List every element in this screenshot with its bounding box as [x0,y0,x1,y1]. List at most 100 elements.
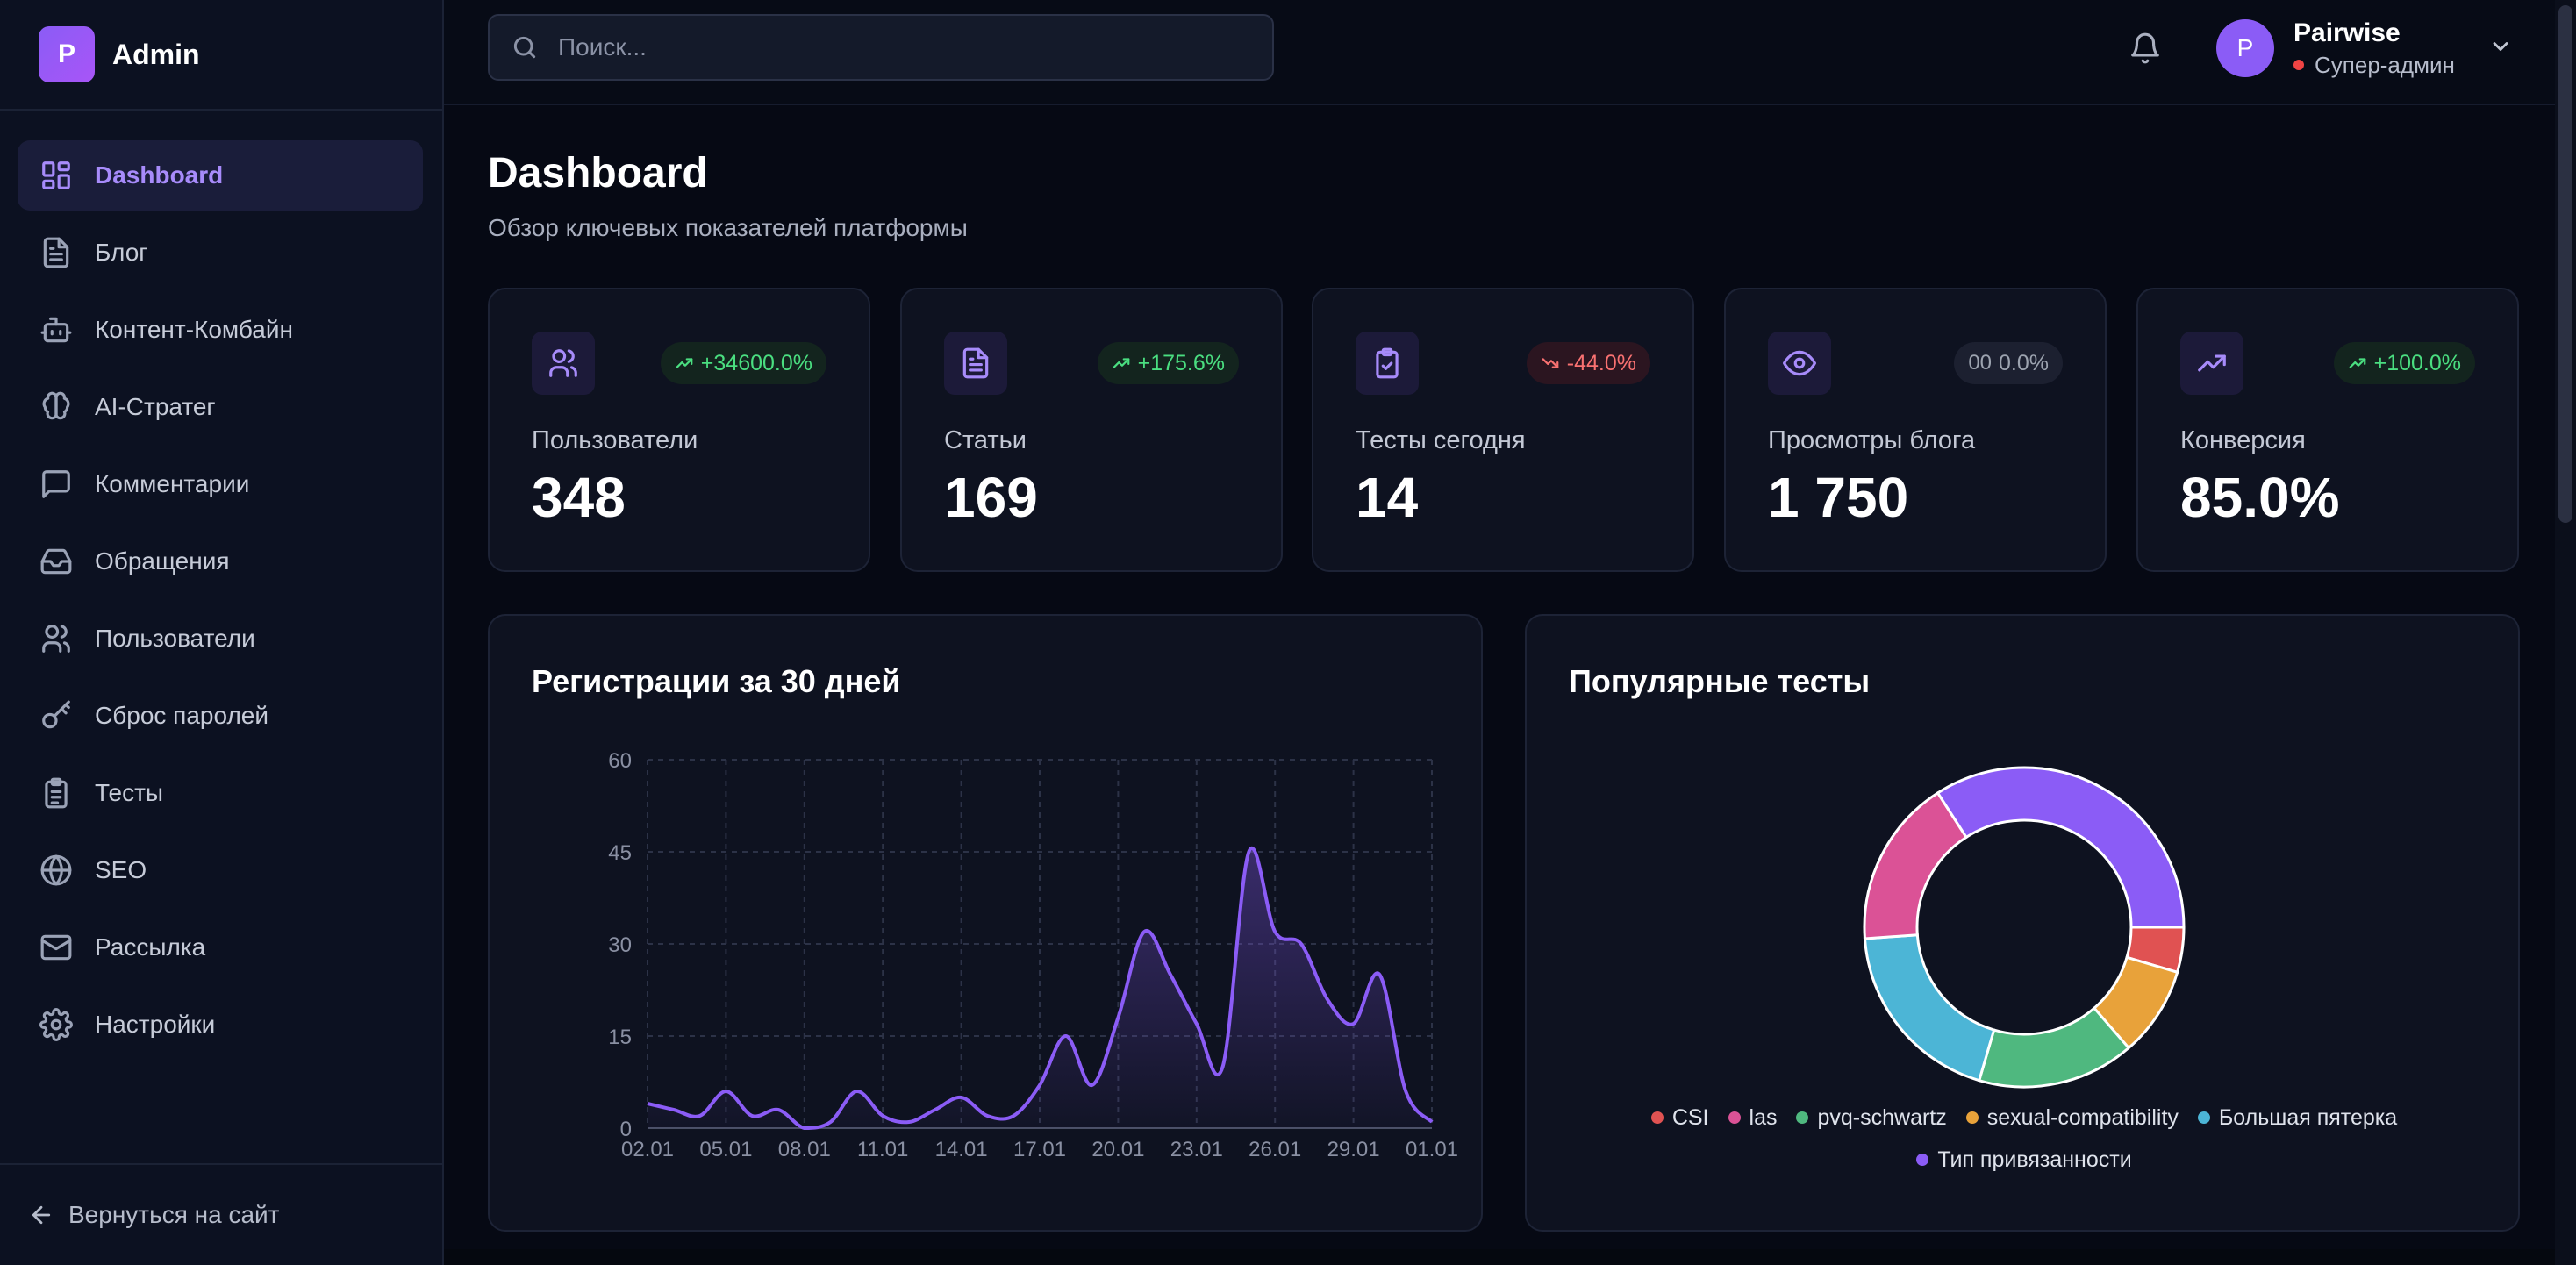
change-badge: +34600.0% [660,342,826,384]
change-value: 0.0% [1999,350,2049,375]
trend-up-icon [676,358,693,368]
back-to-site-label: Вернуться на сайт [68,1201,280,1228]
sidebar-item-content-combine[interactable]: Контент-Комбайн [18,295,423,365]
comment-icon [39,467,74,502]
stat-label: Пользователи [532,426,698,454]
sidebar-item-requests[interactable]: Обращения [18,526,423,597]
search-icon [513,36,536,59]
clipboard-list-icon [39,775,74,811]
legend-label: pvq-schwartz [1817,1104,1947,1130]
stat-value: 1 750 [1768,466,1909,529]
back-to-site-link[interactable]: Вернуться на сайт [0,1163,442,1265]
legend-item[interactable]: Большая пятерка [2197,1097,2398,1139]
sidebar-item-users[interactable]: Пользователи [18,604,423,674]
popular-tests-card: Популярные тесты CSI las pvq-schwartz sexua… [1525,614,2520,1232]
series-line [647,847,1434,1131]
y-tick-label: 15 [608,1026,632,1049]
legend-label: Тип привязанности [1937,1147,2132,1172]
top-header: P Pairwise Супер-админ [444,0,2576,105]
user-role: Супер-админ [2293,52,2455,79]
x-tick-label: 23.01 [1170,1138,1223,1161]
sidebar-item-password-reset[interactable]: Сброс паролей [18,681,423,751]
sidebar-item-label: Тесты [95,779,164,806]
sidebar-item-blog[interactable]: Блог [18,218,423,288]
brand-name: Admin [112,38,200,70]
sidebar-item-newsletter[interactable]: Рассылка [18,912,423,983]
x-tick-label: 08.01 [778,1138,831,1161]
stat-label: Статьи [944,426,1027,454]
page-scrollbar[interactable] [2555,0,2576,1265]
stat-value: 14 [1356,466,1419,529]
registrations-area-chart: 0 15 30 45 60 02.01 05.01 08.01 11.01 14.01 17.01 2… [608,749,1458,1161]
registrations-chart-card: Регистрации за 30 дней 0 15 30 45 60 02.01 05.… [488,614,1483,1232]
y-tick-label: 45 [608,841,632,865]
brand-logo: P [39,26,95,82]
search-box[interactable] [488,14,1274,81]
sidebar: P Admin Dashboard Блог Контент-Комбайн A… [0,0,444,1265]
legend-item[interactable]: sexual-compatibility [1965,1097,2179,1139]
bell-icon [2131,32,2159,64]
x-tick-label: 20.01 [1091,1138,1144,1161]
legend-item[interactable]: las [1728,1097,1778,1139]
inbox-icon [39,544,74,579]
area-fill [648,847,1432,1128]
sidebar-item-seo[interactable]: SEO [18,835,423,905]
change-badge: 00 0.0% [1954,342,2063,384]
user-role-label: Супер-админ [2315,51,2455,78]
sidebar-item-label: AI-Стратег [95,393,216,420]
sidebar-item-label: Контент-Комбайн [95,316,293,343]
change-value: -44.0% [1566,350,1636,375]
content-below-fold [444,1249,2555,1265]
page-subtitle: Обзор ключевых показателей платформы [488,214,968,241]
registrations-chart-title: Регистрации за 30 дней [532,663,901,699]
legend-color-dot [1965,1111,1979,1124]
sidebar-item-label: Обращения [95,547,230,575]
chevron-down-icon [2488,34,2513,63]
arrow-left-icon [32,1205,51,1225]
legend-label: sexual-compatibility [1986,1104,2179,1130]
stat-label: Просмотры блога [1768,426,1976,454]
sidebar-item-comments[interactable]: Комментарии [18,449,423,519]
sidebar-item-dashboard[interactable]: Dashboard [18,140,423,211]
change-badge: -44.0% [1526,342,1650,384]
sidebar-item-label: Блог [95,239,148,266]
sidebar-nav: Dashboard Блог Контент-Комбайн AI-Страте… [18,140,423,1067]
dashboard-grid-icon [39,158,74,193]
stat-value: 348 [532,466,626,529]
scrollbar-thumb[interactable] [2558,5,2572,523]
legend-label: las [1749,1104,1778,1130]
user-info: Pairwise Супер-админ [2293,18,2455,79]
stat-card-blog-views: 00 0.0% Просмотры блога 1 750 [1724,288,2107,572]
legend-color-dot [1916,1154,1929,1166]
popular-tests-donut-chart [1863,766,2186,1089]
trending-up-icon [2180,332,2243,395]
sidebar-item-label: Пользователи [95,625,255,652]
y-tick-label: 30 [608,933,632,957]
clipboard-check-icon [1356,332,1419,395]
stat-label: Тесты сегодня [1356,426,1526,454]
legend-color-dot [1796,1111,1809,1124]
x-tick-label: 02.01 [621,1138,674,1161]
y-tick-label: 60 [608,749,632,773]
search-input[interactable] [558,33,1242,61]
robot-icon [39,312,74,347]
stat-card-tests-today: -44.0% Тесты сегодня 14 [1312,288,1694,572]
legend-item[interactable]: pvq-schwartz [1796,1097,1947,1139]
legend-label: Большая пятерка [2218,1104,2398,1130]
legend-item[interactable]: CSI [1650,1097,1709,1139]
eye-icon [1768,332,1831,395]
sidebar-item-ai-strategist[interactable]: AI-Стратег [18,372,423,442]
notifications-button[interactable] [2123,26,2167,70]
sidebar-item-settings[interactable]: Настройки [18,990,423,1060]
legend-item[interactable]: Тип привязанности [1916,1139,2132,1181]
x-tick-label: 29.01 [1327,1138,1380,1161]
document-icon [944,332,1007,395]
stat-card-users: +34600.0% Пользователи 348 [488,288,870,572]
change-prefix: 00 [1968,351,1993,375]
sidebar-item-tests[interactable]: Тесты [18,758,423,828]
x-tick-label: 01.01 [1406,1138,1458,1161]
sidebar-item-label: Рассылка [95,933,206,961]
brand[interactable]: P Admin [0,0,442,111]
user-menu[interactable]: P Pairwise Супер-админ [2216,18,2513,79]
